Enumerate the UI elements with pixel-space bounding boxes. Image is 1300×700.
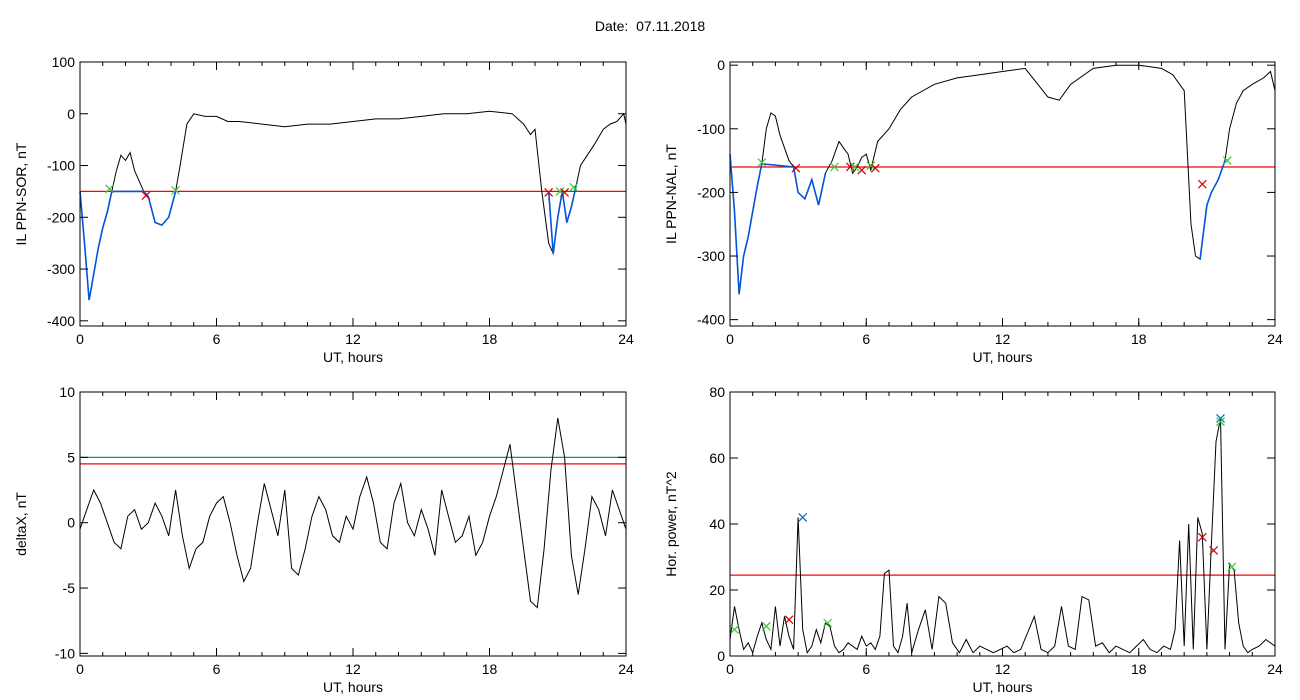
series-line	[79, 418, 627, 609]
y-tick-label: -5	[63, 580, 76, 596]
plot-frame	[79, 391, 627, 657]
y-tick-label: 0	[67, 515, 75, 531]
y-tick-label: -10	[55, 645, 75, 661]
panel-deltax: 0 6 12 18 24 10 5 0 -5 -10 UT, hours deltaX, nT	[13, 384, 634, 695]
event-marker	[1222, 156, 1232, 166]
y-axis-label: Hor. power, nT^2	[663, 471, 679, 577]
x-tick-label: 24	[1267, 331, 1283, 347]
y-tick-label: 10	[59, 384, 75, 400]
y-tick-label: 100	[52, 54, 76, 70]
y-axis-label: IL PPN-NAL, nT	[663, 144, 679, 244]
x-tick-label: 18	[1131, 661, 1147, 677]
event-marker	[730, 625, 739, 635]
panel-sor: 0 6 12 18 24 100 0 -100 -200 -300 -400 UT, hours IL …	[13, 54, 634, 365]
y-tick-label: -200	[697, 184, 725, 200]
x-tick-label: 18	[1131, 331, 1147, 347]
y-tick-label: -200	[47, 209, 75, 225]
x-tick-label: 6	[862, 331, 870, 347]
x-tick-label: 0	[726, 661, 734, 677]
x-axis-label: UT, hours	[973, 349, 1033, 365]
y-axis-label: deltaX, nT	[13, 492, 29, 556]
x-tick-label: 24	[618, 331, 634, 347]
x-tick-label: 12	[345, 331, 361, 347]
y-tick-label: 0	[67, 106, 75, 122]
plot-frame	[79, 61, 627, 327]
y-tick-label: -300	[47, 261, 75, 277]
plot-frame	[729, 61, 1276, 327]
event-marker	[544, 188, 554, 197]
series-line	[547, 186, 577, 254]
event-marker	[1216, 413, 1225, 423]
y-tick-label: 80	[709, 384, 725, 400]
y-tick-label: -100	[697, 121, 725, 137]
x-tick-label: 0	[76, 331, 84, 347]
plot-frame	[729, 391, 1276, 657]
page-title: Date: 07.11.2018	[0, 18, 1300, 34]
y-tick-label: -400	[697, 312, 725, 328]
date-label: Date:	[594, 18, 629, 34]
x-tick-label: 24	[1267, 661, 1283, 677]
event-marker	[560, 188, 569, 197]
event-marker	[757, 158, 767, 167]
y-tick-label: -400	[47, 313, 75, 329]
series-line	[729, 154, 827, 295]
series-line	[79, 110, 627, 301]
event-marker	[857, 165, 867, 175]
series-line	[79, 190, 177, 301]
event-marker	[171, 185, 180, 195]
event-marker	[791, 163, 801, 173]
series-line	[1199, 160, 1226, 260]
x-tick-label: 0	[76, 661, 84, 677]
date-value: 07.11.2018	[636, 18, 706, 34]
event-marker	[830, 162, 839, 172]
event-marker	[141, 191, 151, 200]
x-tick-label: 18	[482, 661, 498, 677]
panel-nal: 0 6 12 18 24 0 -100 -200 -300 -400 UT, hours IL PPN…	[663, 57, 1283, 365]
event-marker	[569, 182, 579, 192]
y-tick-label: -100	[47, 158, 75, 174]
event-marker	[105, 184, 114, 194]
y-tick-label: 40	[709, 516, 725, 532]
event-marker	[761, 621, 771, 631]
x-tick-label: 12	[995, 331, 1011, 347]
x-tick-label: 0	[726, 331, 734, 347]
event-marker	[1197, 532, 1207, 542]
event-marker	[1227, 562, 1237, 572]
event-marker	[798, 512, 808, 522]
y-tick-label: 5	[67, 449, 75, 465]
y-tick-label: 0	[717, 648, 725, 664]
panel-power: 0 6 12 18 24 80 60 40 20 0 UT, hours Hor. power, nT…	[663, 384, 1283, 695]
x-axis-label: UT, hours	[973, 679, 1033, 695]
event-marker	[823, 618, 833, 628]
event-marker	[870, 163, 880, 173]
x-tick-label: 6	[862, 661, 870, 677]
x-tick-label: 18	[482, 331, 498, 347]
y-tick-label: -300	[697, 248, 725, 264]
y-tick-label: 0	[717, 57, 725, 73]
x-tick-label: 12	[995, 661, 1011, 677]
y-axis-label: IL PPN-SOR, nT	[13, 142, 29, 245]
x-tick-label: 24	[618, 661, 634, 677]
series-line	[729, 418, 1276, 655]
y-tick-label: 20	[709, 582, 725, 598]
x-tick-label: 6	[213, 331, 221, 347]
event-marker	[866, 161, 876, 171]
x-tick-label: 6	[213, 661, 221, 677]
event-marker	[1197, 179, 1207, 189]
y-tick-label: 60	[709, 450, 725, 466]
event-marker	[1216, 417, 1225, 427]
event-marker	[784, 615, 794, 625]
x-axis-label: UT, hours	[323, 349, 383, 365]
event-marker	[850, 162, 860, 172]
event-marker	[1209, 545, 1219, 555]
x-axis-label: UT, hours	[323, 679, 383, 695]
x-tick-label: 12	[345, 661, 361, 677]
